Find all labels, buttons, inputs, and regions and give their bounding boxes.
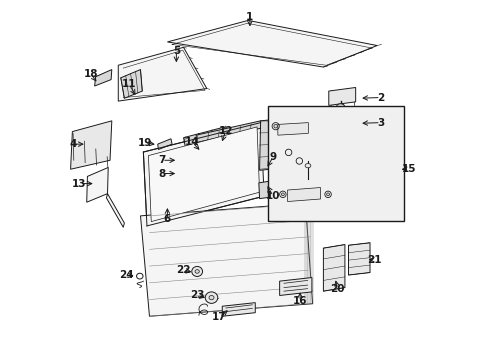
Text: 19: 19 (137, 138, 152, 148)
Text: 5: 5 (172, 46, 180, 56)
Ellipse shape (336, 104, 344, 109)
Text: 6: 6 (163, 215, 171, 224)
Text: 21: 21 (366, 255, 381, 265)
Ellipse shape (195, 270, 199, 273)
Ellipse shape (326, 193, 329, 196)
Text: 12: 12 (218, 126, 233, 135)
Text: 23: 23 (189, 291, 204, 301)
Ellipse shape (191, 266, 202, 276)
Text: 8: 8 (158, 168, 165, 179)
Polygon shape (277, 123, 308, 135)
Polygon shape (158, 139, 172, 149)
Bar (267, 107, 403, 221)
Polygon shape (94, 69, 112, 86)
Text: 14: 14 (185, 138, 200, 147)
Ellipse shape (281, 193, 284, 196)
Polygon shape (287, 188, 320, 202)
Text: 18: 18 (83, 69, 98, 79)
Polygon shape (328, 87, 355, 105)
Text: 7: 7 (158, 155, 165, 165)
Polygon shape (86, 167, 108, 202)
Text: 4: 4 (69, 139, 77, 149)
Polygon shape (140, 203, 312, 316)
Text: 22: 22 (176, 265, 190, 275)
Polygon shape (196, 121, 261, 142)
Text: 20: 20 (330, 284, 344, 294)
Polygon shape (121, 69, 142, 98)
Polygon shape (118, 47, 206, 101)
Polygon shape (106, 194, 124, 227)
Text: 13: 13 (72, 179, 86, 189)
Polygon shape (183, 127, 226, 147)
Text: 24: 24 (120, 270, 134, 280)
Polygon shape (279, 278, 311, 296)
Text: 3: 3 (376, 118, 384, 128)
Ellipse shape (208, 296, 214, 300)
Text: 9: 9 (269, 152, 276, 162)
Text: 2: 2 (376, 93, 384, 103)
Text: 17: 17 (212, 312, 226, 322)
Text: 11: 11 (122, 79, 136, 89)
Polygon shape (143, 123, 264, 226)
Polygon shape (258, 180, 277, 199)
Polygon shape (348, 243, 369, 275)
Text: 1: 1 (246, 12, 253, 22)
Ellipse shape (205, 292, 217, 303)
Ellipse shape (273, 125, 277, 128)
Polygon shape (167, 21, 376, 67)
Polygon shape (222, 303, 255, 316)
Polygon shape (259, 120, 271, 170)
Polygon shape (70, 121, 112, 169)
Polygon shape (148, 127, 259, 222)
Ellipse shape (305, 163, 310, 168)
Text: 10: 10 (265, 191, 280, 201)
Text: 16: 16 (292, 296, 306, 306)
Text: 15: 15 (402, 164, 416, 174)
Polygon shape (323, 244, 344, 291)
